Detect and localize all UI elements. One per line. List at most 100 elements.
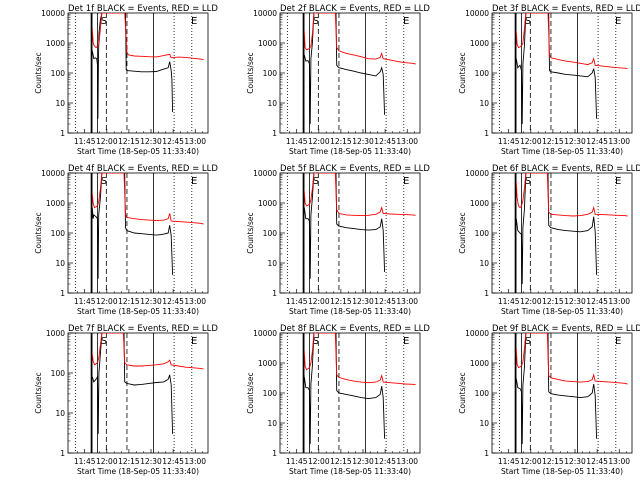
x-tick-label: 12:45 <box>374 457 396 466</box>
x-tick-label: 11:45 <box>286 137 308 146</box>
x-tick-label: 12:45 <box>374 297 396 306</box>
marker-label-e: E <box>615 16 621 27</box>
panel-title: Det 4f BLACK = Events, RED = LLD <box>68 164 218 174</box>
marker-label-s: S <box>525 16 531 27</box>
y-tick-label: 1 <box>484 129 489 138</box>
y-tick-label: 1 <box>60 449 65 458</box>
series-events <box>91 173 174 279</box>
y-axis-label: Counts/sec <box>34 372 43 413</box>
panel-det-2: Det 2f BLACK = Events, RED = LLD 1 10 100 10… <box>246 4 430 156</box>
y-tick-label: 10000 <box>465 329 489 338</box>
y-tick-label: 10 <box>479 419 489 428</box>
x-tick-label: 12:15 <box>542 297 564 306</box>
y-axis-label: Counts/sec <box>458 212 467 253</box>
x-tick-label: 13:00 <box>396 297 418 306</box>
series-events <box>515 13 598 125</box>
y-tick-label: 10 <box>267 259 277 268</box>
x-tick-label: 12:45 <box>586 297 608 306</box>
x-tick-label: 12:30 <box>352 457 374 466</box>
panel-det-8: Det 8f BLACK = Events, RED = LLD 1 10 100 10… <box>246 324 430 476</box>
y-tick-label: 1000 <box>46 329 65 338</box>
x-tick-label: 12:15 <box>118 137 140 146</box>
y-tick-label: 10 <box>267 99 277 108</box>
y-axis-label: Counts/sec <box>246 372 255 413</box>
y-tick-label: 1000 <box>46 199 65 208</box>
x-tick-label: 13:00 <box>184 137 206 146</box>
x-axis-label: Start Time (18-Sep-05 11:33:40) <box>289 467 411 476</box>
x-tick-label: 12:15 <box>330 297 352 306</box>
x-tick-label: 12:30 <box>564 137 586 146</box>
panel-title: Det 9f BLACK = Events, RED = LLD <box>492 324 640 334</box>
y-tick-label: 10 <box>55 409 65 418</box>
y-tick-label: 10000 <box>465 169 489 178</box>
x-tick-label: 12:00 <box>96 297 118 306</box>
x-tick-label: 13:00 <box>608 137 630 146</box>
x-tick-label: 11:45 <box>286 457 308 466</box>
plot-frame <box>279 172 421 294</box>
x-tick-label: 12:15 <box>330 457 352 466</box>
x-tick-label: 12:45 <box>162 297 184 306</box>
x-tick-label: 12:30 <box>564 457 586 466</box>
series-lld <box>303 333 416 386</box>
panel-det-4: Det 4f BLACK = Events, RED = LLD 1 10 100 10… <box>34 164 218 316</box>
y-tick-label: 1000 <box>258 199 277 208</box>
y-tick-label: 100 <box>51 69 66 78</box>
x-tick-label: 11:45 <box>498 297 520 306</box>
y-tick-label: 10 <box>55 99 65 108</box>
marker-label-e: E <box>403 336 409 347</box>
x-tick-label: 12:00 <box>96 137 118 146</box>
series-events <box>91 333 174 434</box>
y-axis-label: Counts/sec <box>246 212 255 253</box>
y-tick-label: 10000 <box>253 9 277 18</box>
x-tick-label: 12:45 <box>586 457 608 466</box>
series-lld <box>303 173 416 217</box>
x-tick-label: 12:30 <box>140 137 162 146</box>
x-tick-label: 12:45 <box>374 137 396 146</box>
x-tick-label: 13:00 <box>608 457 630 466</box>
y-tick-label: 100 <box>475 229 490 238</box>
x-tick-label: 12:30 <box>564 297 586 306</box>
plot-frame <box>491 172 633 294</box>
x-axis-label: Start Time (18-Sep-05 11:33:40) <box>289 307 411 316</box>
y-tick-label: 10000 <box>41 9 65 18</box>
x-tick-label: 13:00 <box>396 137 418 146</box>
y-tick-label: 1 <box>272 289 277 298</box>
marker-label-e: E <box>191 176 197 187</box>
y-tick-label: 1000 <box>470 359 489 368</box>
series-lld <box>91 13 204 61</box>
plot-frame <box>279 12 421 134</box>
panel-title: Det 1f BLACK = Events, RED = LLD <box>68 4 218 14</box>
panel-title: Det 5f BLACK = Events, RED = LLD <box>280 164 430 174</box>
x-tick-label: 12:15 <box>118 297 140 306</box>
x-tick-label: 12:15 <box>118 457 140 466</box>
x-tick-label: 12:30 <box>352 297 374 306</box>
marker-label-e: E <box>615 336 621 347</box>
y-tick-label: 100 <box>51 229 66 238</box>
x-axis-label: Start Time (18-Sep-05 11:33:40) <box>289 147 411 156</box>
marker-label-s: S <box>313 176 319 187</box>
panel-det-9: Det 9f BLACK = Events, RED = LLD 1 10 100 10… <box>458 324 640 476</box>
x-axis-label: Start Time (18-Sep-05 11:33:40) <box>77 147 199 156</box>
series-lld <box>91 173 204 225</box>
x-axis-label: Start Time (18-Sep-05 11:33:40) <box>501 467 623 476</box>
panel-det-1: Det 1f BLACK = Events, RED = LLD 1 10 100 10… <box>34 4 218 156</box>
y-axis-label: Counts/sec <box>458 372 467 413</box>
marker-label-s: S <box>525 336 531 347</box>
y-tick-label: 1 <box>484 449 489 458</box>
x-tick-label: 11:45 <box>74 137 96 146</box>
y-tick-label: 1000 <box>470 39 489 48</box>
marker-label-s: S <box>101 336 107 347</box>
panel-title: Det 6f BLACK = Events, RED = LLD <box>492 164 640 174</box>
marker-label-s: S <box>101 176 107 187</box>
panel-det-6: Det 6f BLACK = Events, RED = LLD 1 10 100 10… <box>458 164 640 316</box>
x-tick-label: 12:15 <box>542 137 564 146</box>
series-events <box>515 333 598 445</box>
x-tick-label: 12:00 <box>308 457 330 466</box>
x-tick-label: 12:00 <box>520 457 542 466</box>
series-lld <box>303 13 416 65</box>
y-tick-label: 10000 <box>41 169 65 178</box>
y-tick-label: 1000 <box>46 39 65 48</box>
y-axis-label: Counts/sec <box>34 52 43 93</box>
marker-label-e: E <box>191 336 197 347</box>
y-tick-label: 1 <box>60 289 65 298</box>
